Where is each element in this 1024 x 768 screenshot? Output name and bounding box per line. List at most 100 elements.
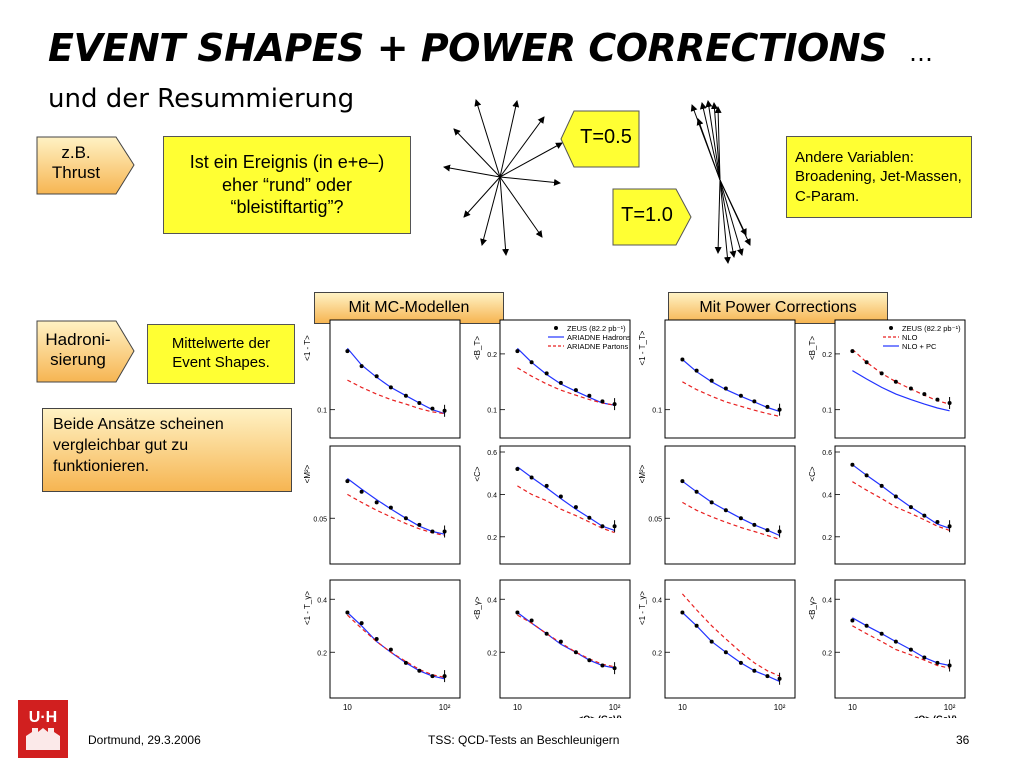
series-line <box>681 593 780 677</box>
data-point <box>850 462 855 467</box>
data-point <box>430 406 435 411</box>
data-point <box>573 505 578 510</box>
data-point <box>680 479 685 484</box>
data-point <box>879 483 884 488</box>
data-point <box>430 529 435 534</box>
series-line <box>682 359 780 412</box>
data-point <box>879 631 884 636</box>
y-tick-label: 0.1 <box>317 408 327 415</box>
y-axis-label: <C> <box>473 466 482 481</box>
plot-pc-6: 0.4 0.2 <B_γ> 10 10² <Q> (GeV) <box>808 579 966 718</box>
plot-mc-2: 0.2 0.1 <B_T> ZEUS (82.2 pb⁻¹)ARIADNE Hadro… <box>473 319 631 439</box>
y-axis-label: <B_γ> <box>808 596 817 619</box>
data-point <box>922 392 927 397</box>
legend-marker <box>554 326 558 330</box>
t05-tag-shape <box>560 110 640 168</box>
series-line <box>852 370 950 412</box>
data-point <box>908 386 913 391</box>
series-line <box>682 480 780 537</box>
y-tick-label: 0.6 <box>487 450 497 457</box>
data-point <box>752 668 757 673</box>
x-tick-label: 10 <box>848 703 857 712</box>
data-point <box>558 380 563 385</box>
data-point <box>922 655 927 660</box>
question-box: Ist ein Ereignis (in e+e–) eher “rund” o… <box>163 136 411 234</box>
y-tick-label: 0.4 <box>652 597 662 604</box>
data-point <box>765 674 770 679</box>
data-point <box>359 489 364 494</box>
y-tick-label: 0.2 <box>487 535 497 542</box>
data-point <box>709 378 714 383</box>
data-point <box>765 528 770 533</box>
y-axis-label: <B_T> <box>473 336 482 360</box>
plot-mc-1: 0.1 <1 - T> <box>303 319 461 439</box>
legend-label: ZEUS (82.2 pb⁻¹) <box>902 324 961 333</box>
y-tick-label: 0.2 <box>487 650 497 657</box>
data-point <box>430 674 435 679</box>
y-tick-label: 0.4 <box>487 492 497 499</box>
data-point <box>529 475 534 480</box>
power-corrections-header: Mit Power Corrections <box>668 292 888 324</box>
data-point <box>922 513 927 518</box>
data-point <box>893 639 898 644</box>
series-line <box>346 347 445 415</box>
series-line <box>852 625 950 669</box>
data-point <box>777 676 782 681</box>
y-tick-label: 0.1 <box>487 408 497 415</box>
data-point <box>694 368 699 373</box>
y-tick-label: 0.05 <box>648 516 662 523</box>
series-line <box>851 348 950 405</box>
series-line <box>347 478 445 535</box>
data-point <box>587 658 592 663</box>
data-point <box>359 364 364 369</box>
data-point <box>752 399 757 404</box>
data-point <box>694 623 699 628</box>
plot-mc-5: 0.4 0.2 <1 - T_γ> 10 10² <box>303 579 461 712</box>
data-point <box>515 349 520 354</box>
mc-models-header: Mit MC-Modellen <box>314 292 504 324</box>
data-point <box>738 660 743 665</box>
data-point <box>558 639 563 644</box>
y-tick-label: 0.4 <box>487 597 497 604</box>
plot-mc-3: 0.05 <M²> <box>303 445 461 565</box>
y-axis-label: <1 - T_T> <box>638 330 647 365</box>
series-line <box>852 464 950 529</box>
y-tick-label: 0.2 <box>487 352 497 359</box>
mittelwerte-box: Mittelwerte der Event Shapes. <box>147 324 295 384</box>
series-line <box>852 481 950 531</box>
plot-mc-6: 0.4 0.2 <B_γ> 10 10² <Q> (GeV) <box>473 579 631 718</box>
plot-frame <box>499 579 631 699</box>
data-point <box>935 397 940 402</box>
data-point <box>777 407 782 412</box>
data-point <box>680 610 685 615</box>
series-line <box>517 485 615 534</box>
x-tick-label: 10 <box>343 703 352 712</box>
plot-frame <box>664 319 796 439</box>
plot-frame <box>834 445 966 565</box>
data-point <box>947 400 952 405</box>
data-point <box>893 379 898 384</box>
series-line <box>517 466 615 531</box>
data-point <box>947 663 952 668</box>
t05-label: T=0.5 <box>580 126 632 148</box>
data-point <box>544 483 549 488</box>
plot-frame <box>329 579 461 699</box>
data-point <box>442 529 447 534</box>
data-point <box>374 500 379 505</box>
title-ellipsis: … <box>908 39 933 67</box>
logo-text: U·H <box>29 709 57 726</box>
data-point <box>374 637 379 641</box>
data-point <box>864 623 869 628</box>
x-tick-label: 10 <box>678 703 687 712</box>
y-axis-label: <B_T> <box>808 336 817 360</box>
y-tick-label: 0.4 <box>317 597 327 604</box>
y-tick-label: 0.1 <box>822 408 832 415</box>
other-variables-box: Andere Variablen: Broadening, Jet-Massen… <box>786 136 972 218</box>
conclusion-box: Beide Ansätze scheinen vergleichbar gut … <box>42 408 292 492</box>
series-line <box>516 347 615 406</box>
data-point <box>587 393 592 398</box>
y-axis-label: <1 - T_γ> <box>638 591 647 625</box>
data-point <box>680 357 685 362</box>
footer-page-number: 36 <box>956 733 970 747</box>
